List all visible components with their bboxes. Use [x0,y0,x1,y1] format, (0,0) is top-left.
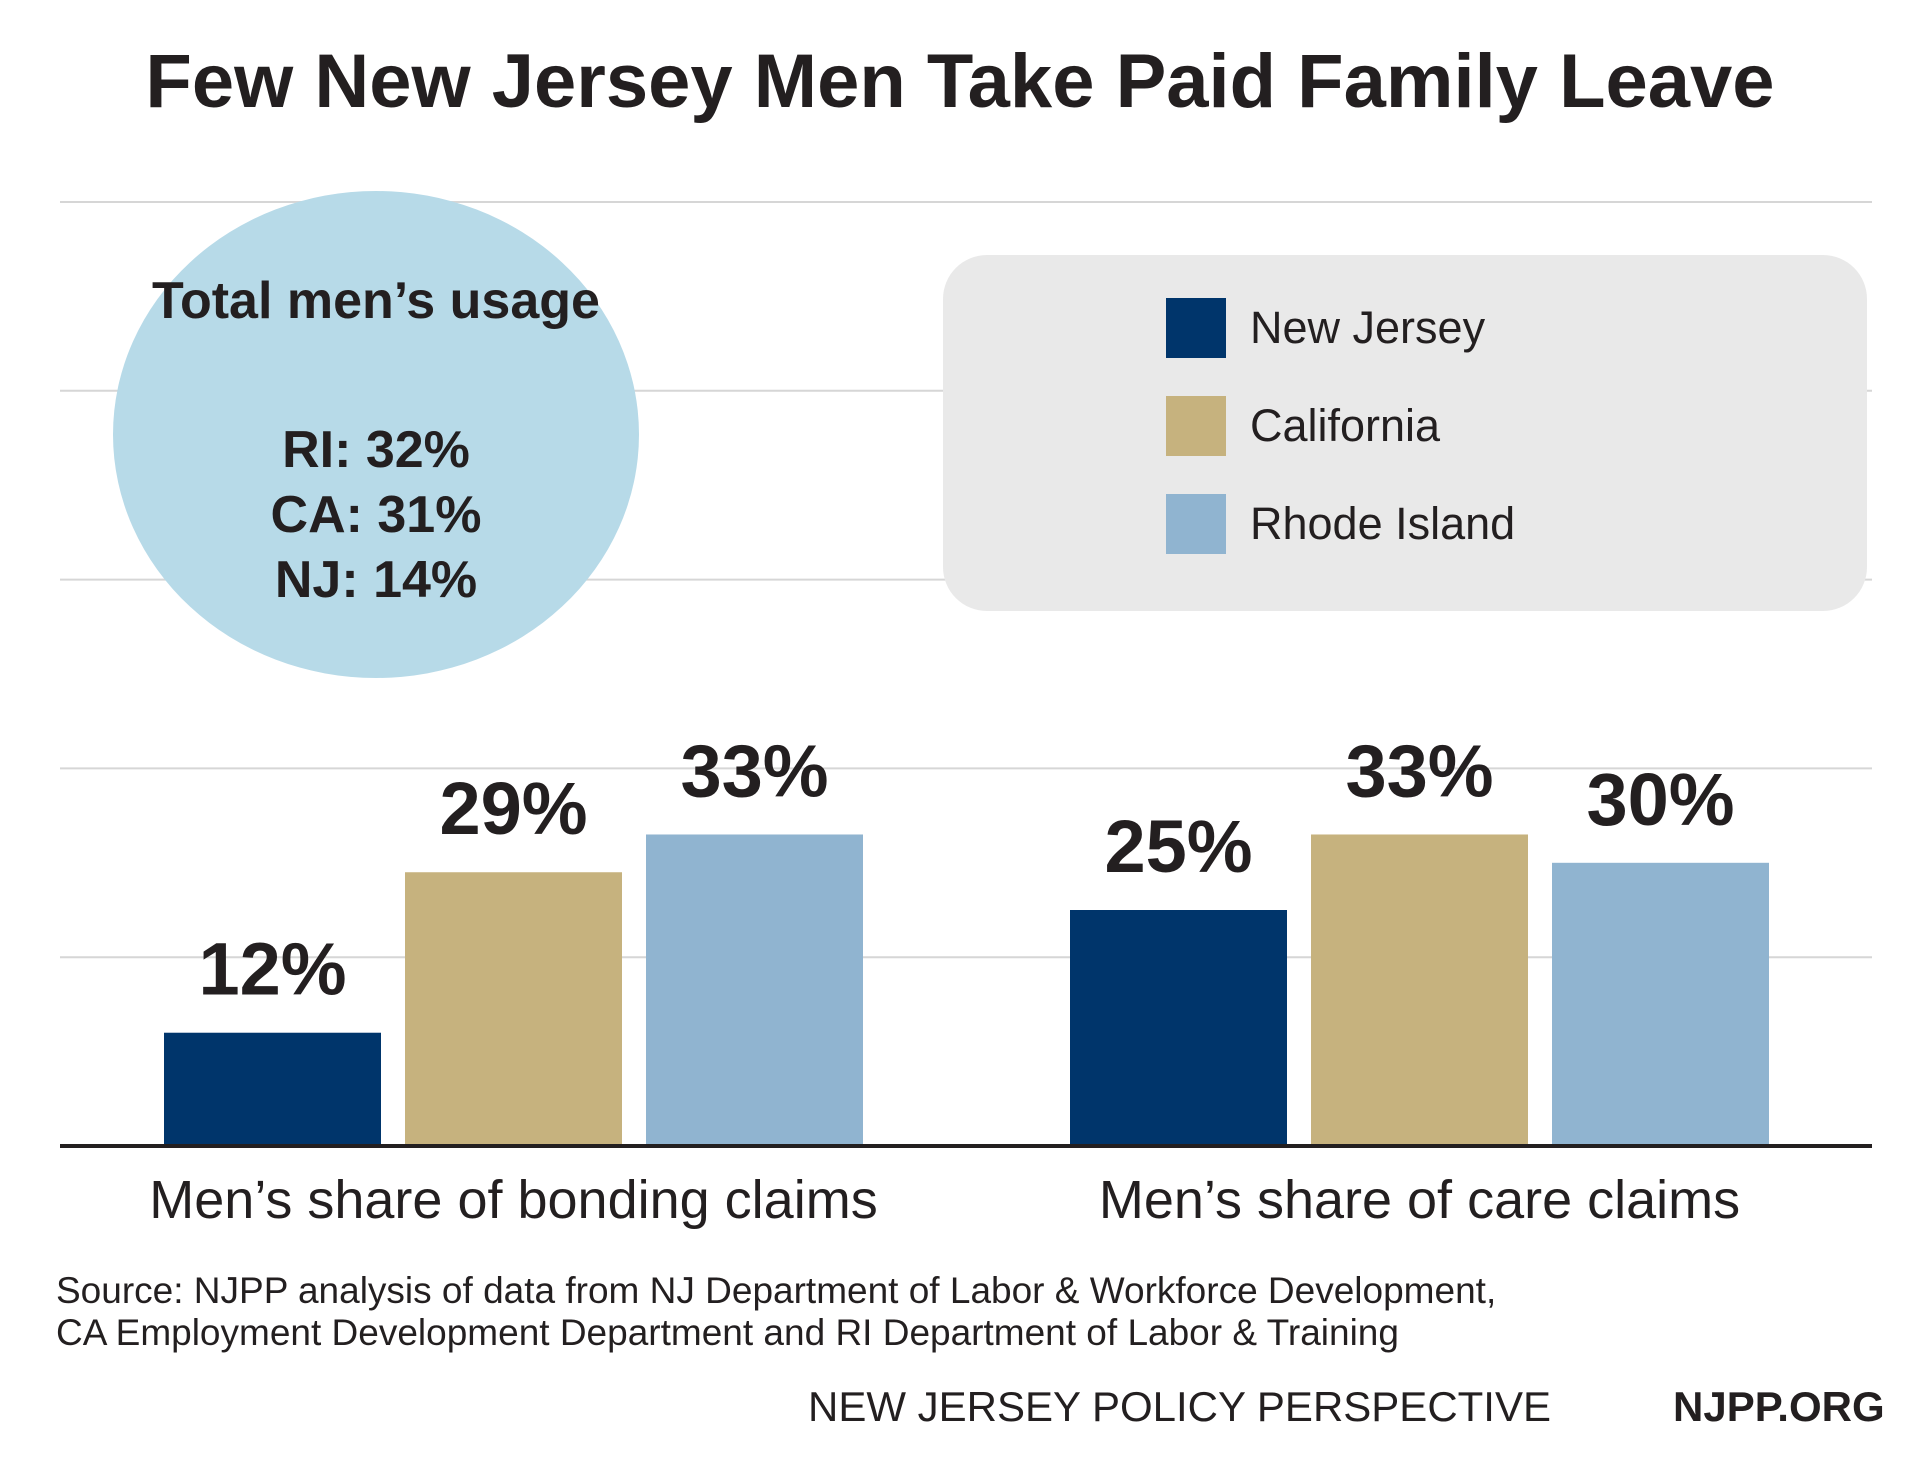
legend-swatch-new-jersey [1166,298,1226,358]
data-label: 33% [1345,729,1493,812]
legend-label-new-jersey: New Jersey [1250,302,1486,353]
category-label: Men’s share of care claims [1099,1170,1740,1230]
legend-swatch-rhode-island [1166,494,1226,554]
data-label: 33% [680,729,828,812]
footer-org: NEW JERSEY POLICY PERSPECTIVE [808,1383,1551,1430]
legend-item-california: California [1166,395,1440,457]
legend [943,255,1867,611]
bar-california-2 [1311,834,1528,1146]
data-label: 12% [198,928,346,1011]
footer-url: NJPP.ORG [1673,1383,1885,1430]
bar-rhode-island-2 [1552,862,1769,1146]
bar-new-jersey-2 [1070,910,1287,1146]
callout-line-ca: CA: 31% [270,486,482,544]
total-usage-callout [113,191,639,678]
legend-item-new-jersey: New Jersey [1166,297,1485,359]
source-note: Source: NJPP analysis of data from NJ De… [56,1270,1496,1354]
bar-new-jersey-1 [164,1032,381,1146]
bar-california-1 [405,872,622,1146]
callout-heading: Total men’s usage [113,268,639,335]
callout-line-nj: NJ: 14% [274,551,478,609]
legend-swatch-california [1166,396,1226,456]
callout-heading-text: Total men’s usage [152,272,600,330]
chart-title: Few New Jersey Men Take Paid Family Leav… [145,39,1775,124]
callout-line-ri: RI: 32% [282,421,470,479]
bar-rhode-island-1 [646,834,863,1146]
source-line-2: CA Employment Development Department and… [56,1312,1399,1353]
legend-label-california: California [1250,400,1441,451]
data-label: 29% [439,767,587,850]
data-label: 25% [1104,805,1252,888]
category-label: Men’s share of bonding claims [149,1170,877,1230]
legend-label-rhode-island: Rhode Island [1250,498,1516,549]
legend-item-rhode-island: Rhode Island [1166,493,1515,555]
source-line-1: Source: NJPP analysis of data from NJ De… [56,1270,1497,1311]
data-label: 30% [1586,758,1734,841]
